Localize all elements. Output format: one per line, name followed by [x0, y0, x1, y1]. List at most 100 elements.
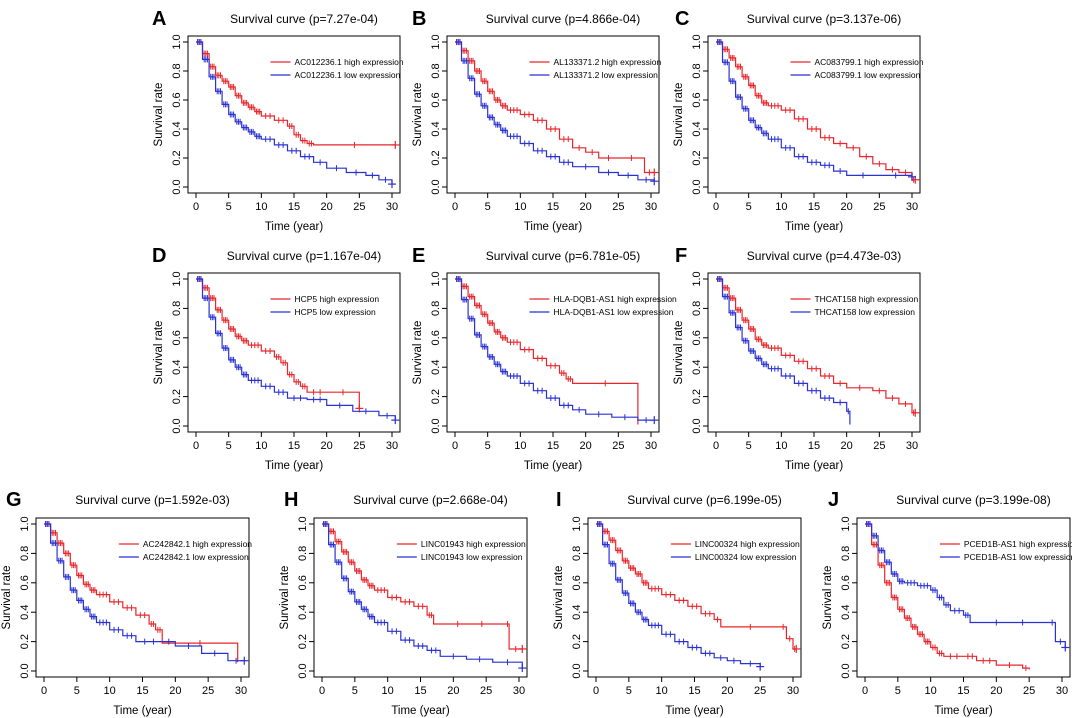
- x-tick-label: 5: [626, 685, 632, 697]
- series-line-high-g: [44, 523, 239, 663]
- y-tick-label: 0.6: [171, 92, 183, 107]
- x-tick-label: 10: [382, 685, 394, 697]
- y-tick-label: 0.2: [430, 150, 442, 165]
- legend-label-high-d: HCP5 high expression: [294, 294, 379, 304]
- y-tick-label: 0.2: [19, 634, 31, 649]
- y-tick-label: 0.8: [171, 63, 183, 78]
- y-axis-label-c: Survival rate: [673, 83, 685, 147]
- x-tick-label: 15: [808, 440, 820, 452]
- x-tick-label: 0: [593, 685, 599, 697]
- y-axis-label-e: Survival rate: [412, 321, 424, 385]
- legend-label-low-b: AL133371.2 low expression: [553, 70, 658, 80]
- y-tick-label: 1.0: [840, 516, 852, 531]
- censor-marks-low-h: [323, 521, 509, 666]
- y-tick-label: 0.2: [171, 150, 183, 165]
- legend-label-high-i: LINC00324 high expression: [695, 539, 800, 549]
- censor-marks-high-b: [456, 39, 650, 176]
- series-line-low-d: [196, 278, 396, 421]
- y-axis-label-f: Survival rate: [673, 321, 685, 385]
- x-tick-label: 0: [452, 201, 458, 213]
- legend-label-low-h: LINC01943 low expression: [421, 552, 523, 562]
- series-line-low-j: [865, 523, 1066, 648]
- y-tick-label: 0.8: [297, 546, 309, 561]
- x-tick-label: 20: [321, 201, 333, 213]
- legend-label-low-c: AC083799.1 low expression: [814, 70, 920, 80]
- chart-title-a: Survival curve (p=7.27e-04): [230, 12, 378, 26]
- x-tick-label: 20: [841, 201, 853, 213]
- y-tick-label: 0.4: [430, 121, 442, 136]
- x-tick-label: 30: [386, 201, 398, 213]
- series-line-high-i: [596, 523, 797, 650]
- y-tick-label: 1.0: [430, 34, 442, 49]
- x-tick-label: 5: [895, 685, 901, 697]
- y-tick-label: 0.4: [171, 360, 183, 375]
- panel-g: G Survival curve (p=1.592e-03) 0.0 0.2 0.4 0.…: [1, 489, 252, 717]
- x-tick-label: 20: [447, 685, 459, 697]
- x-tick-label: 30: [645, 440, 657, 452]
- chart-title-e: Survival curve (p=6.781e-05): [486, 249, 640, 263]
- y-tick-label: 0.2: [691, 150, 703, 165]
- x-tick-label: 15: [414, 685, 426, 697]
- censor-marks-low-e: [456, 276, 647, 424]
- panel-letter-g: G: [6, 489, 22, 511]
- y-tick-label: 0.2: [297, 634, 309, 649]
- panel-c: C Survival curve (p=3.137e-06) 0.0 0.2 0.4 0.…: [673, 8, 924, 233]
- chart-title-j: Survival curve (p=3.199e-08): [896, 493, 1050, 507]
- y-tick-label: 0.0: [571, 663, 583, 678]
- legend-label-high-j: PCED1B-AS1 high expression: [964, 539, 1072, 549]
- legend-label-high-f: THCAT158 high expression: [814, 294, 918, 304]
- y-tick-label: 1.0: [297, 516, 309, 531]
- x-tick-label: 30: [513, 685, 525, 697]
- x-tick-label: 30: [787, 685, 799, 697]
- x-tick-label: 5: [226, 201, 232, 213]
- x-axis-label-e: Time (year): [524, 460, 583, 472]
- x-tick-label: 25: [1023, 685, 1035, 697]
- x-tick-label: 0: [319, 685, 325, 697]
- x-tick-label: 30: [235, 685, 247, 697]
- x-tick-label: 25: [353, 440, 365, 452]
- panel-letter-h: H: [284, 489, 298, 511]
- legend-label-high-b: AL133371.2 high expression: [553, 57, 661, 67]
- legend-label-high-g: AC242842.1 high expression: [143, 539, 252, 549]
- x-tick-label: 10: [656, 685, 668, 697]
- x-axis-label-i: Time (year): [665, 705, 724, 717]
- legend-label-high-c: AC083799.1 high expression: [814, 57, 923, 67]
- x-tick-label: 10: [925, 685, 937, 697]
- censor-marks-high-f: [717, 276, 915, 416]
- x-tick-label: 20: [841, 440, 853, 452]
- y-tick-label: 0.4: [171, 121, 183, 136]
- x-axis-label-f: Time (year): [785, 460, 844, 472]
- panel-i: I Survival curve (p=6.199e-05) 0.0 0.2 0.4 0.…: [553, 489, 802, 717]
- y-tick-label: 0.8: [19, 546, 31, 561]
- panel-h: H Survival curve (p=2.668e-04) 0.0 0.2 0.4 0.…: [279, 489, 528, 717]
- y-tick-label: 0.0: [171, 418, 183, 433]
- y-axis-label-g: Survival rate: [1, 566, 13, 630]
- x-tick-label: 15: [288, 440, 300, 452]
- y-tick-label: 0.8: [691, 301, 703, 316]
- y-axis-label-h: Survival rate: [279, 566, 291, 630]
- x-tick-label: 25: [612, 201, 624, 213]
- censor-marks-high-j: [866, 521, 1027, 672]
- censor-marks-low-c: [717, 39, 897, 179]
- legend-label-low-d: HCP5 low expression: [294, 307, 376, 317]
- legend-label-low-a: AC012236.1 low expression: [294, 70, 400, 80]
- x-axis-label-d: Time (year): [265, 460, 324, 472]
- chart-title-g: Survival curve (p=1.592e-03): [75, 493, 229, 507]
- chart-title-b: Survival curve (p=4.866e-04): [486, 12, 640, 26]
- panel-a: A Survival curve (p=7.27e-04) 0.0 0.2 0.4 0.6…: [152, 8, 404, 233]
- y-tick-label: 1.0: [691, 271, 703, 286]
- x-tick-label: 20: [580, 440, 592, 452]
- x-tick-label: 0: [713, 201, 719, 213]
- series-line-low-c: [716, 41, 913, 177]
- censor-marks-low-f: [717, 276, 849, 415]
- censor-marks-low-i: [597, 521, 751, 667]
- series-line-low-f: [716, 278, 851, 425]
- x-tick-label: 30: [645, 201, 657, 213]
- x-tick-label: 0: [193, 440, 199, 452]
- x-tick-label: 5: [226, 440, 232, 452]
- panel-letter-j: J: [828, 489, 839, 511]
- x-tick-label: 25: [873, 201, 885, 213]
- x-tick-label: 5: [485, 201, 491, 213]
- series-line-low-i: [596, 523, 761, 667]
- x-tick-label: 5: [485, 440, 491, 452]
